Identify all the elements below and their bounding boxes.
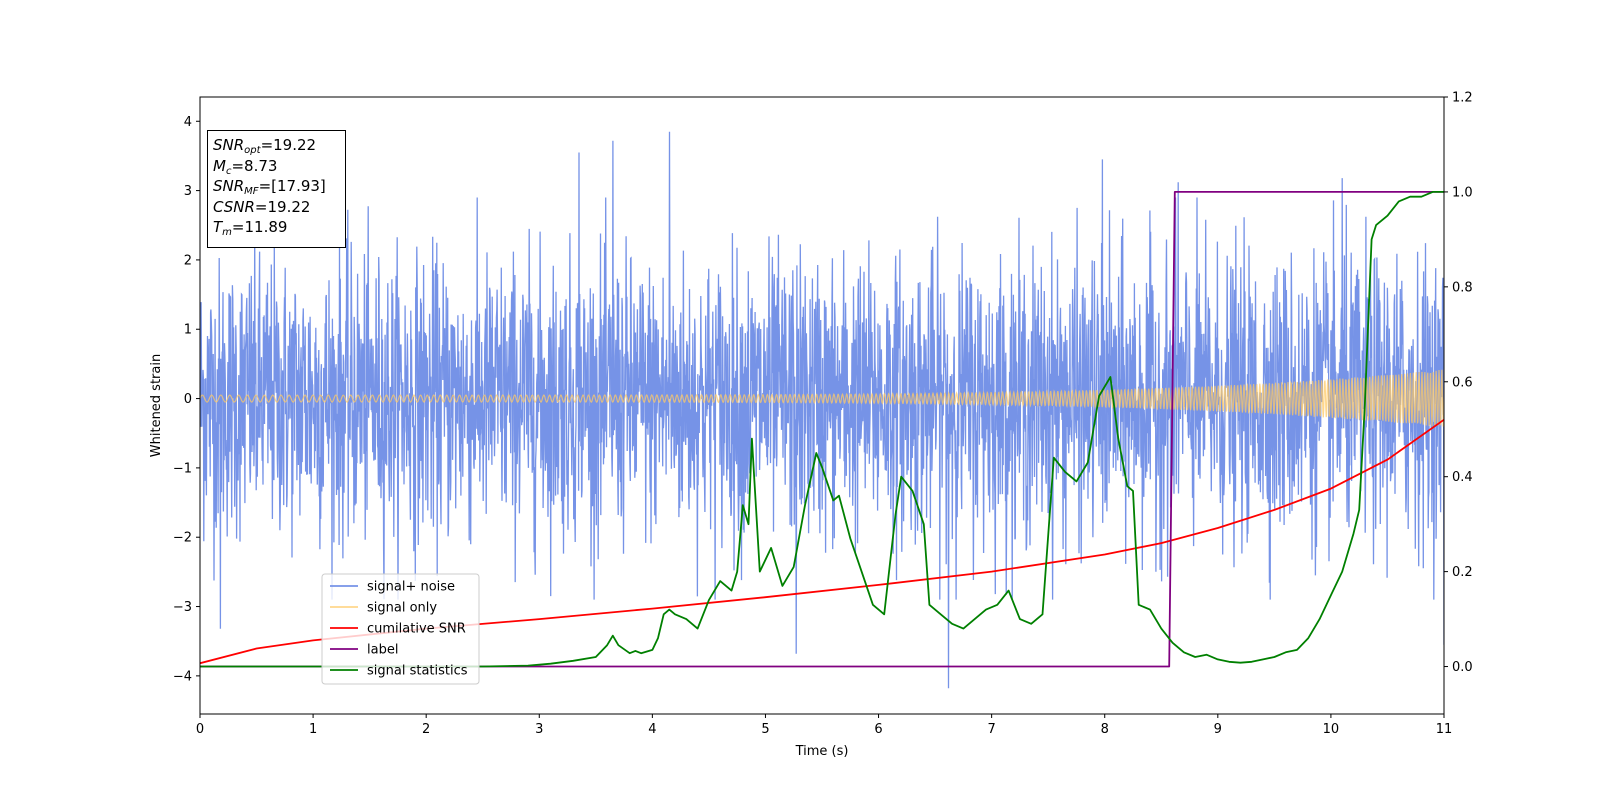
legend-label: signal statistics bbox=[367, 664, 468, 679]
y2-tick-label: 0.2 bbox=[1452, 565, 1473, 580]
signal-statistics-line bbox=[200, 191, 1444, 668]
y-tick-label: 1 bbox=[184, 323, 192, 338]
x-tick-label: 3 bbox=[535, 722, 543, 737]
signal-only-series bbox=[200, 369, 1444, 427]
x-tick-label: 5 bbox=[761, 722, 769, 737]
snr-opt-row: SNRopt=19.22 bbox=[213, 136, 317, 156]
y-axis-ticks: −4 −3 −2 −1 0 1 2 3 4 bbox=[173, 115, 200, 684]
plot-frame bbox=[199, 96, 1445, 715]
csnr-row: CSNR=19.22 bbox=[213, 197, 311, 216]
x-axis-ticks: 0 1 2 3 4 5 6 7 8 9 10 11 bbox=[196, 714, 1452, 737]
legend: signal+ noise signal only cumilative SNR la… bbox=[321, 573, 480, 685]
stats-annotation-box: SNRopt=19.22 Mc=8.73 SNRMF=[17.93] CSNR=… bbox=[207, 130, 346, 248]
legend-label: signal+ noise bbox=[367, 580, 455, 595]
x-tick-label: 1 bbox=[309, 722, 317, 737]
y-tick-label: 4 bbox=[184, 115, 192, 130]
y2-tick-label: 0.6 bbox=[1452, 375, 1473, 390]
legend-label: signal only bbox=[367, 601, 437, 616]
x-tick-label: 4 bbox=[648, 722, 656, 737]
signal-statistics-series bbox=[200, 191, 1444, 668]
y-tick-label: −4 bbox=[173, 669, 192, 684]
mc-row: Mc=8.73 bbox=[213, 156, 278, 177]
x-tick-label: 9 bbox=[1214, 722, 1222, 737]
y-tick-label: 3 bbox=[184, 184, 192, 199]
y-tick-label: −3 bbox=[173, 600, 192, 615]
y2-tick-label: 0.0 bbox=[1452, 660, 1473, 675]
signal-only-line bbox=[200, 369, 1444, 427]
x-tick-label: 0 bbox=[196, 722, 204, 737]
y-axis-label: Whitened strain bbox=[149, 354, 164, 457]
x-axis-label: Time (s) bbox=[795, 744, 849, 759]
y2-tick-label: 0.8 bbox=[1452, 280, 1473, 295]
x-tick-label: 2 bbox=[422, 722, 430, 737]
tm-row: Tm=11.89 bbox=[213, 218, 288, 238]
snr-mf-row: SNRMF=[17.93] bbox=[213, 177, 326, 197]
y-tick-label: −2 bbox=[173, 531, 192, 546]
y2-tick-label: 1.0 bbox=[1452, 185, 1473, 200]
y-tick-label: 2 bbox=[184, 253, 192, 268]
y-tick-label: 0 bbox=[184, 392, 192, 407]
legend-box bbox=[321, 573, 480, 685]
x-tick-label: 10 bbox=[1323, 722, 1340, 737]
label-series bbox=[200, 191, 1444, 668]
x-tick-label: 7 bbox=[987, 722, 995, 737]
legend-label: label bbox=[367, 643, 398, 658]
x-tick-label: 6 bbox=[874, 722, 882, 737]
y-tick-label: −1 bbox=[173, 461, 192, 476]
x-tick-label: 11 bbox=[1436, 722, 1453, 737]
y2-tick-label: 0.4 bbox=[1452, 470, 1473, 485]
y2-tick-label: 1.2 bbox=[1452, 91, 1473, 106]
legend-label: cumilative SNR bbox=[367, 622, 466, 637]
x-tick-label: 8 bbox=[1101, 722, 1109, 737]
y2-axis-ticks: 0.0 0.2 0.4 0.6 0.8 1.0 1.2 bbox=[1444, 91, 1473, 675]
label-line bbox=[200, 191, 1444, 668]
